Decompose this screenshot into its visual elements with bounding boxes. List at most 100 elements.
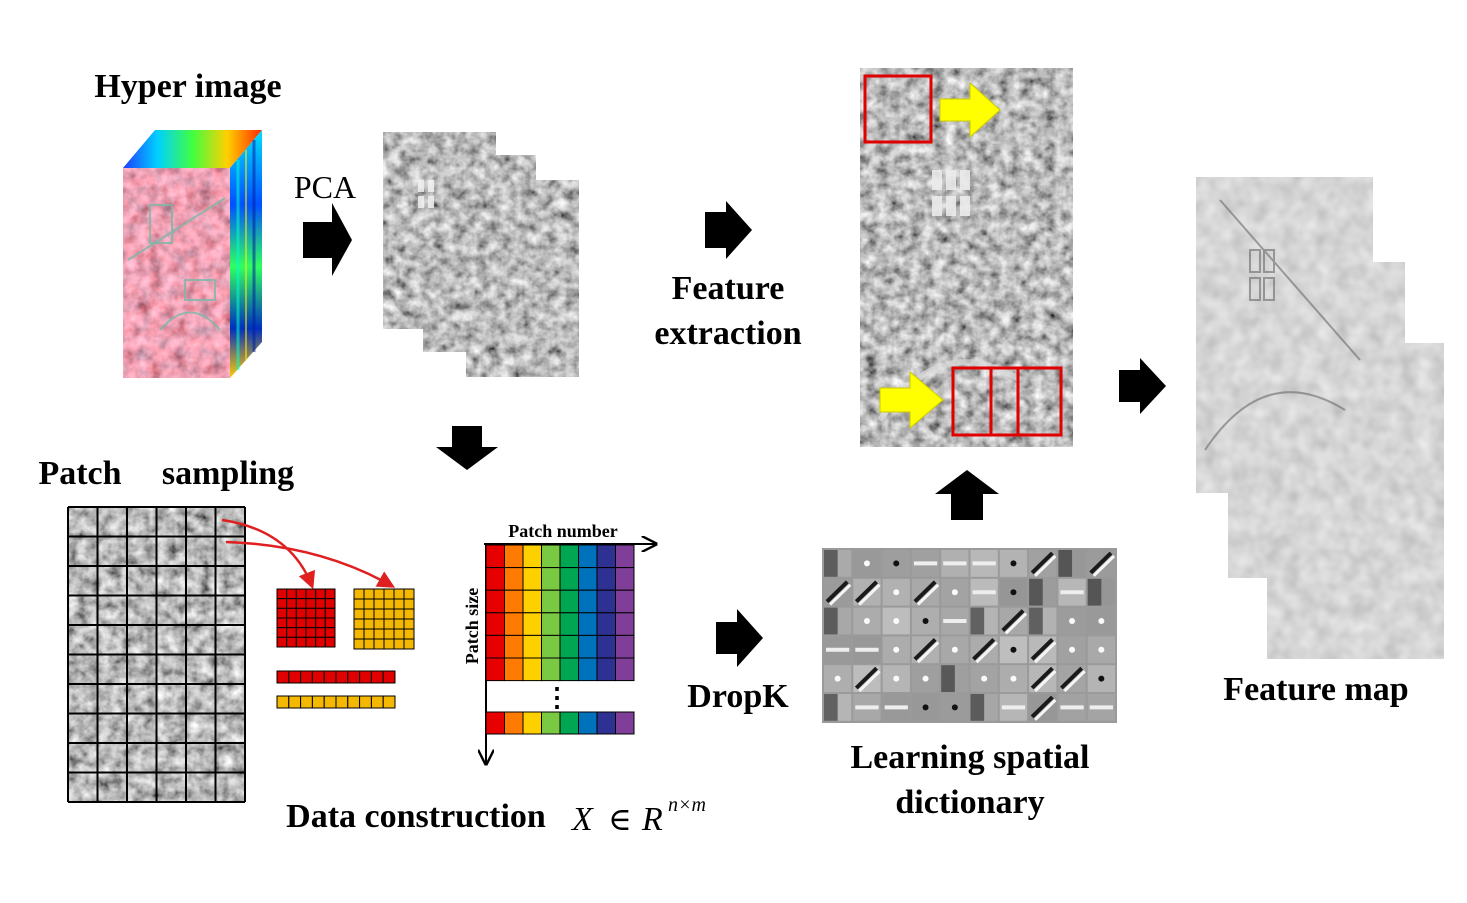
yellow-patch-cell [363,618,375,630]
yellow-patch-cell [363,588,375,600]
dictionary-atom-edge [916,583,940,606]
dictionary-atom-edge [1001,609,1025,632]
dictionary-atom-half [1029,607,1043,635]
dictionary-atom-edge [1034,554,1057,577]
yellow-vector-cell [311,695,325,709]
data-matrix-cell [615,567,635,591]
red-patch-cell [305,598,317,609]
data-matrix-cell [485,589,505,614]
data-matrix-cell [559,634,579,659]
red-vector-cell [288,670,302,684]
data-matrix-cell [559,612,579,636]
dictionary-atom-edge [1004,612,1028,635]
yellow-patch-cell [353,588,365,600]
dictionary-atom-dot [951,704,958,711]
red-patch-cell [276,627,288,638]
yellow-patch-cell [403,638,415,650]
dictionary-atom-dot [1098,675,1105,682]
yellow-patch-cell [373,598,385,610]
red-patch-cell [324,627,336,638]
cube-side-stripes [236,140,256,370]
data-matrix-cell [485,544,505,569]
yellow-patch-cell [373,628,385,640]
dictionary-atom-dot [893,589,900,596]
patch-size-axis-label: Patch size [462,588,482,664]
formula-in: ∈ [608,801,632,837]
dictionary-atom-dot [893,618,900,624]
red-patch-cell [324,607,336,619]
yellow-patch-cell [393,608,405,620]
aerial-image [860,68,1073,447]
dictionary-atoms [824,550,1116,721]
yellow-patch-cell [383,598,395,610]
dictionary-atom-edge [1030,637,1054,661]
red-patch-cell [276,617,288,629]
data-matrix-cell [541,544,561,569]
down-arrow-to-data [436,426,498,470]
dictionary-atom-edge [858,670,881,693]
yellow-arrow-bottom [879,370,944,430]
yellow-patch-cell [383,588,395,600]
yellow-patch-cell [363,638,375,650]
spatial-dictionary [822,548,1117,723]
formula-r: R [641,801,663,838]
dictionary-atom-dot [1010,646,1017,653]
dictionary-atom-half [941,665,955,692]
dictionary-atom-dot [893,646,900,653]
formula-exponent: n×m [668,794,706,816]
yellow-patch-cell [403,588,415,600]
yellow-vector-cell [347,695,361,709]
curve-arrow-to-yellow-patch [225,540,396,588]
dictionary-atom-dot [1098,618,1105,624]
dictionary-atom-dot [1010,560,1017,567]
yellow-patch-cell [383,608,395,620]
patch-grid-lines [67,506,246,803]
dictionary-atom-edge [825,580,849,604]
yellow-patch-cell [403,608,415,620]
red-patch-cell [295,607,307,619]
dictionary-atom-edge [1030,551,1054,575]
yellow-vector-cell [276,695,290,709]
feature-map-edges [1204,199,1361,451]
red-vector-cell [276,670,290,684]
red-vector-cell [300,670,313,684]
data-matrix-cell [578,544,598,569]
data-matrix-cell [596,612,616,636]
dictionary-atom-edge [854,666,878,690]
data-matrix-cell [522,544,542,569]
data-matrix-cell [541,567,561,591]
dictionary-atom-dot [1069,646,1076,653]
data-matrix-cell [578,567,598,591]
red-vector-cell [370,670,384,684]
red-patch-cell [315,627,326,638]
dictionary-atom-edge [858,583,881,606]
red-patch-cell [324,588,336,600]
red-patch-cell [286,617,297,629]
data-matrix-cell [596,657,616,682]
dictionary-atom-edge [975,641,998,664]
red-vector-cell [382,670,396,684]
up-arrow-to-aerial [935,470,999,520]
dictionary-atom-edge [913,637,937,661]
yellow-vector-cell [323,695,337,709]
yellow-patch-cell [353,628,365,640]
data-matrix-cell [504,612,524,636]
dropk-arrow [716,609,763,667]
yellow-patch-cell [403,598,415,610]
red-vector-cell [323,670,337,684]
yellow-patch-cell [393,628,405,640]
dictionary-atom-half [970,694,985,721]
data-matrix-cell [541,612,561,636]
curve-arrow-to-red-patch [221,518,316,590]
patch-highlight-box [863,74,933,144]
data-matrix-cell [522,589,542,614]
red-patch-cell [305,617,317,629]
feature-extraction-label-line2: extraction [654,315,801,352]
data-matrix-cell [578,657,598,682]
red-patch-cell [276,636,288,648]
data-matrix-cell [541,657,561,682]
patch-sampling-grid [67,506,246,803]
red-patch-cell [305,607,317,619]
data-matrix-cell [559,544,579,569]
yellow-patch-cell [383,628,395,640]
